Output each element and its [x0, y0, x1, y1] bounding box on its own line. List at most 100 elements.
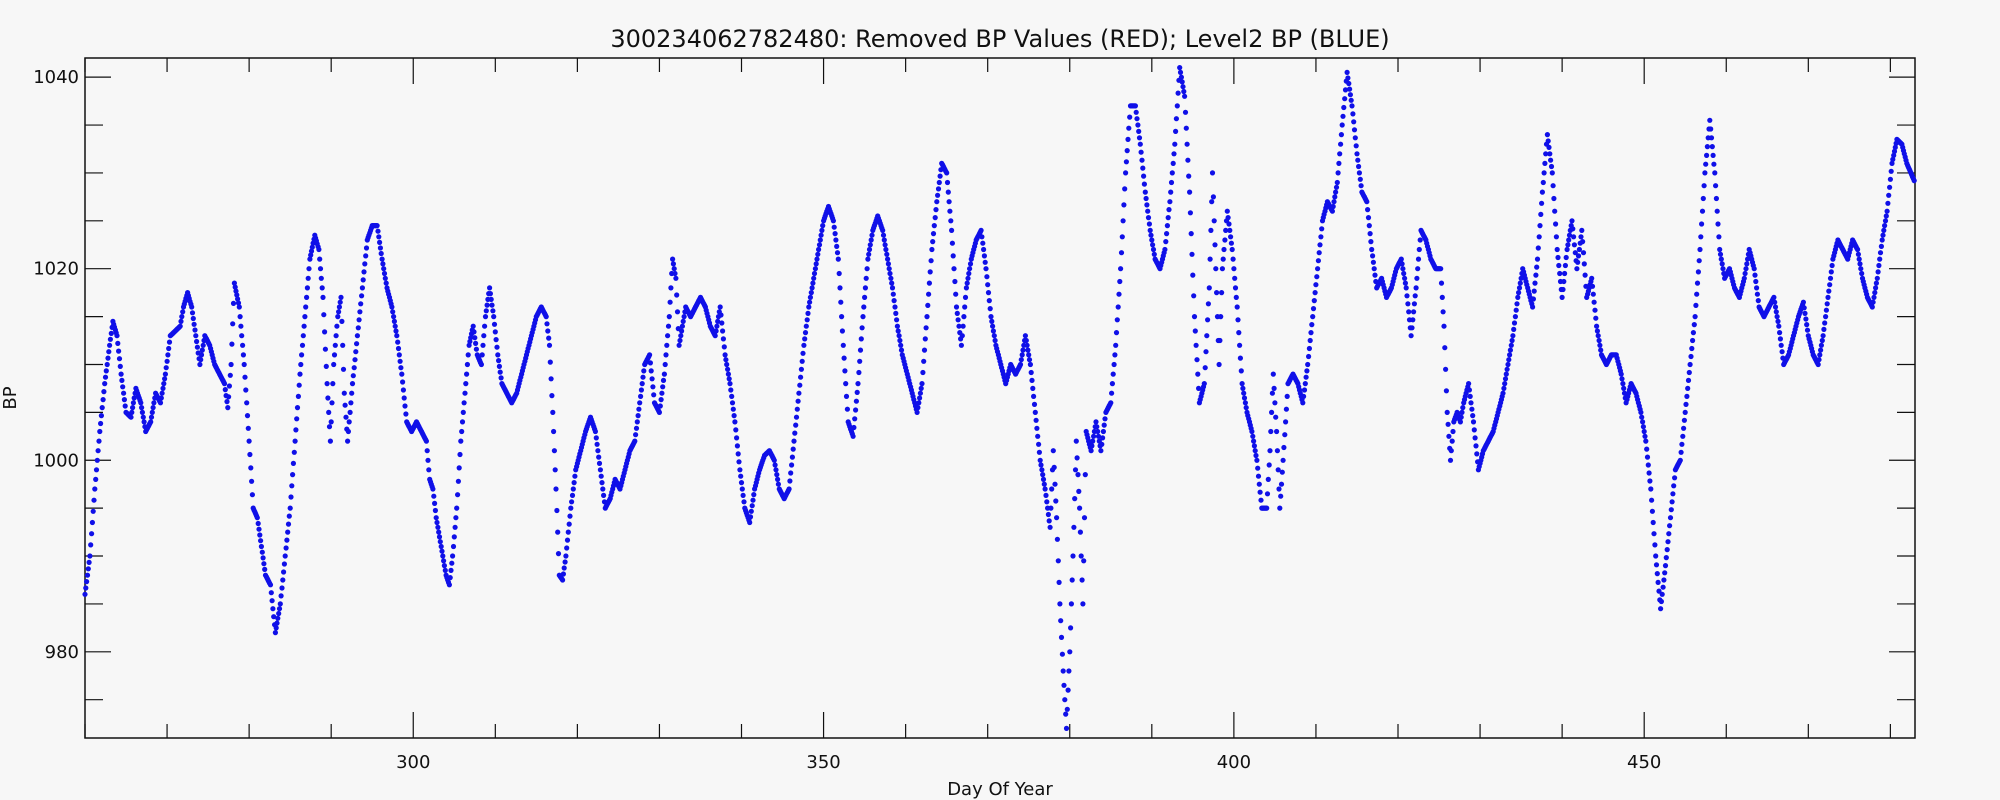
bp-point: [672, 270, 678, 277]
bp-point: [549, 393, 555, 399]
bp-point: [935, 192, 941, 198]
bp-point: [1719, 261, 1725, 267]
bp-point: [1228, 240, 1234, 246]
bp-point: [1026, 352, 1032, 358]
bp-point: [1545, 138, 1551, 144]
bp-point: [1439, 294, 1445, 300]
bp-point: [1063, 711, 1069, 717]
bp-point: [933, 207, 939, 213]
bp-point: [352, 357, 358, 363]
bp-point: [889, 280, 895, 286]
bp-point: [1530, 304, 1536, 310]
bp-point: [1211, 218, 1217, 224]
bp-point: [1669, 499, 1675, 505]
bp-point: [1336, 160, 1342, 166]
bp-point: [678, 333, 684, 339]
bp-point: [1440, 309, 1446, 315]
bp-point: [1344, 69, 1350, 75]
bp-point: [987, 306, 993, 312]
bp-point: [916, 400, 922, 406]
bp-point: [1412, 293, 1418, 299]
bp-point: [1207, 256, 1213, 262]
bp-point: [1115, 304, 1121, 310]
x-tick-label: 350: [806, 752, 840, 773]
bp-point: [545, 328, 551, 334]
bp-point: [245, 425, 251, 431]
bp-point: [303, 304, 309, 310]
bp-point: [1714, 208, 1720, 214]
chart-title: 300234062782480: Removed BP Values (RED)…: [610, 25, 1389, 53]
bp-point: [389, 304, 395, 310]
bp-point: [479, 352, 485, 358]
bp-point: [861, 304, 867, 310]
bp-point: [1884, 208, 1890, 214]
bp-point: [1071, 524, 1077, 530]
bp-point: [989, 318, 995, 324]
bp-point: [1111, 361, 1117, 368]
bp-point: [402, 403, 408, 409]
bp-point: [1216, 361, 1222, 368]
bp-point: [1417, 237, 1423, 243]
bp-point: [343, 414, 349, 420]
bp-point: [1117, 278, 1123, 285]
bp-point: [374, 223, 380, 229]
bp-point: [106, 349, 112, 355]
bp-point: [546, 342, 553, 348]
bp-point: [191, 321, 197, 327]
bp-point: [1203, 349, 1209, 355]
bp-point: [1317, 242, 1323, 248]
bp-point: [670, 261, 677, 267]
bp-point: [452, 524, 458, 530]
bp-point: [773, 467, 779, 473]
bp-point: [1074, 455, 1080, 461]
bp-point: [1337, 151, 1343, 157]
bp-point: [835, 256, 841, 262]
bp-point: [772, 462, 778, 468]
bp-point: [1566, 232, 1573, 238]
bp-point: [383, 280, 389, 286]
bp-point: [189, 304, 195, 310]
bp-point: [802, 336, 808, 342]
bp-point: [277, 601, 283, 607]
bp-point: [1667, 523, 1673, 529]
bp-point: [988, 314, 994, 320]
bp-point: [381, 266, 387, 272]
bp-point: [159, 390, 165, 396]
bp-point: [1078, 553, 1084, 559]
bp-point: [1535, 245, 1541, 251]
bp-point: [1251, 438, 1257, 444]
bp-point: [1187, 189, 1193, 195]
bp-point: [569, 499, 575, 505]
bp-point: [992, 337, 998, 344]
bp-point: [1364, 199, 1370, 205]
bp-point: [926, 291, 932, 297]
bp-point: [448, 567, 454, 574]
bp-point: [1416, 246, 1422, 253]
bp-point: [1347, 86, 1353, 92]
bp-point: [97, 428, 103, 435]
bp-point: [481, 333, 487, 339]
bp-point: [1269, 409, 1275, 415]
bp-point: [1582, 272, 1588, 278]
bp-point: [1095, 428, 1101, 435]
bp-point: [853, 398, 860, 404]
bp-point: [1593, 315, 1599, 321]
bp-point: [1670, 491, 1676, 497]
bp-point: [104, 361, 110, 368]
bp-point: [1547, 151, 1553, 157]
bp-point: [1072, 496, 1078, 502]
bp-point: [1891, 148, 1898, 154]
bp-point: [1621, 390, 1628, 396]
bp-point: [102, 374, 109, 380]
bp-point: [450, 553, 456, 559]
bp-point: [82, 591, 88, 597]
bp-point: [1816, 357, 1822, 363]
bp-point: [1232, 285, 1239, 291]
bp-point: [248, 465, 254, 471]
bp-point: [116, 348, 122, 354]
bp-point: [1043, 492, 1049, 498]
bp-point: [1047, 524, 1053, 530]
bp-point: [102, 381, 108, 387]
bp-point: [1871, 294, 1877, 300]
bp-point: [1350, 111, 1356, 117]
